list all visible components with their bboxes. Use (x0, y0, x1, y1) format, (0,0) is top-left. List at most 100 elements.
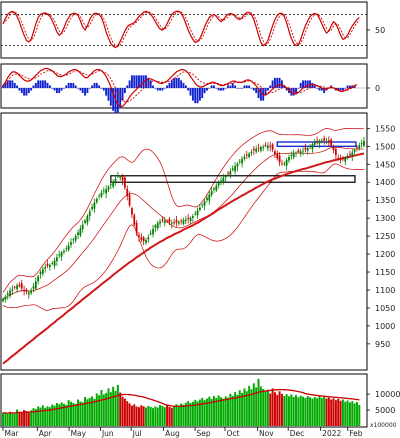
volume-bar (88, 397, 91, 426)
candle-body (217, 182, 220, 186)
price-axis-label: 1200 (375, 250, 395, 259)
volume-bar (238, 390, 241, 426)
volume-bar (175, 404, 178, 426)
macd-histogram-bar (63, 88, 65, 89)
candle-body (320, 140, 323, 142)
volume-bar (112, 386, 115, 426)
volume-bar (243, 388, 246, 426)
macd-histogram-bar (173, 77, 176, 88)
macd-histogram-bar (145, 75, 147, 88)
volume-bar (332, 398, 335, 426)
macd-histogram-bar (248, 85, 251, 88)
volume-axis-label: 10000 (375, 390, 400, 399)
volume-bar (201, 397, 204, 426)
candle-body (316, 140, 319, 142)
volume-bar (154, 406, 157, 426)
macd-histogram-bar (177, 77, 180, 88)
volume-bar (212, 396, 215, 426)
macd-histogram-bar (44, 80, 47, 88)
candle-body (252, 148, 255, 151)
candle-body (330, 139, 333, 146)
candle-body (295, 152, 297, 154)
candle-body (39, 272, 42, 275)
candle-body (231, 168, 234, 170)
macd-histogram-bar (187, 88, 190, 91)
volume-bar (245, 391, 248, 426)
volume-bar (295, 395, 297, 426)
stochastic-layer (1, 10, 367, 49)
price-axis-label: 1000 (375, 322, 395, 331)
price-axis-label: 1350 (375, 196, 395, 205)
candle-body (323, 138, 326, 141)
candle-body (126, 188, 129, 197)
candle-body (30, 290, 33, 294)
candle-body (95, 198, 98, 203)
candle-body (170, 222, 173, 224)
candle-body (290, 154, 293, 156)
volume-bar (51, 404, 54, 426)
candle-body (271, 144, 274, 150)
macd-histogram-bar (4, 82, 7, 88)
candle-body (248, 153, 251, 158)
candle-body (173, 222, 176, 224)
candle-body (93, 202, 96, 209)
volume-bar (114, 390, 117, 426)
volume-bar (142, 406, 145, 426)
candle-body (199, 207, 201, 211)
macd-histogram-bar (60, 88, 63, 91)
volume-bar (353, 403, 356, 426)
volume-bar (196, 401, 199, 426)
candle-body (285, 159, 288, 166)
candle-body (91, 207, 93, 210)
candle-body (154, 225, 157, 228)
volume-bar (187, 401, 190, 426)
macd-histogram-bar (126, 85, 129, 88)
candle-body (309, 146, 311, 148)
volume-bar (137, 407, 140, 426)
volume-bar (46, 406, 49, 426)
middle-band-line (2, 146, 365, 300)
volume-bar (130, 405, 133, 426)
macd-histogram-bar (341, 88, 344, 91)
macd-histogram-bar (273, 77, 276, 88)
macd-histogram-bar (196, 88, 199, 104)
macd-histogram-bar (135, 75, 138, 88)
volume-bar (84, 396, 87, 426)
macd-histogram-bar (6, 80, 9, 88)
macd-histogram-bar (79, 88, 82, 91)
volume-bar (318, 396, 321, 426)
volume-bar (140, 405, 143, 426)
volume-bar (126, 401, 129, 426)
macd-histogram-bar (41, 80, 44, 88)
macd-histogram-bar (65, 85, 68, 88)
volume-bar (273, 392, 276, 426)
volume-bar (163, 407, 166, 426)
volume-bar (81, 402, 84, 426)
price-axis-label: 1400 (375, 178, 395, 187)
volume-bar (74, 404, 77, 426)
candle-body (243, 157, 246, 159)
candle-body (79, 228, 82, 236)
macd-histogram-bar (302, 80, 304, 88)
volume-bar (62, 403, 65, 426)
macd-histogram-bar (201, 88, 204, 99)
macd-histogram-bar (170, 80, 173, 88)
volume-bar (65, 404, 68, 426)
macd-histogram-bar (77, 88, 79, 89)
macd-histogram-bar (105, 88, 108, 96)
macd-histogram-bar (339, 88, 342, 91)
volume-bar (60, 402, 63, 426)
volume-bar (30, 410, 33, 426)
macd-histogram-bar (128, 80, 131, 88)
macd-histogram-bar (313, 85, 316, 88)
volume-bar (285, 394, 288, 427)
macd-histogram-bar (182, 82, 185, 88)
volume-bar (262, 389, 265, 426)
candle-body (229, 171, 232, 175)
price-panel (0, 112, 368, 371)
volume-bar (93, 398, 96, 426)
volume-bar (316, 398, 319, 426)
candle-body (51, 263, 54, 264)
candle-body (255, 148, 258, 152)
candle-body (6, 293, 9, 296)
